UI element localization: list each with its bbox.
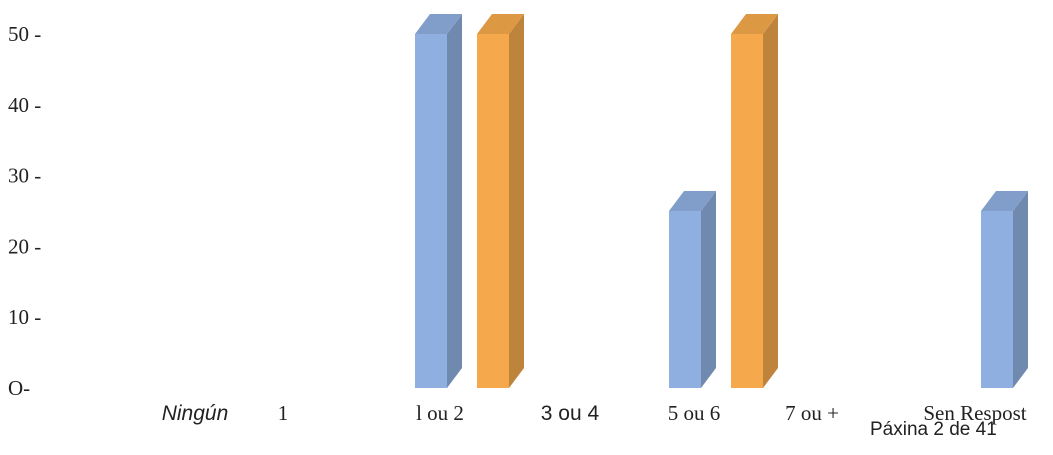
bar [731, 14, 778, 388]
bar [981, 191, 1028, 388]
y-tick-label: 50 - [8, 22, 41, 46]
bars [415, 14, 1028, 388]
x-category-label: l ou 2 [416, 401, 464, 425]
bar [415, 14, 462, 388]
x-category-label: Sen Respost [923, 401, 1026, 425]
x-category-label: 7 ou + [785, 401, 839, 425]
y-tick-label: O- [8, 376, 30, 400]
x-axis-categories: Ningún 1 l ou 2 3 ou 4 5 ou 6 7 ou + Sen Respo… [162, 401, 1027, 425]
y-tick-label: 30 - [8, 164, 41, 188]
x-category-label: 1 [278, 401, 289, 425]
x-category-label: Ningún [162, 402, 229, 425]
y-axis-ticks: O- 10 - 20 - 30 - 40 - 50 - [8, 22, 41, 400]
page-number: Páxina 2 de 41 [870, 419, 997, 440]
x-category-label: 3 ou 4 [541, 402, 600, 425]
y-tick-label: 10 - [8, 305, 41, 329]
y-tick-label: 40 - [8, 93, 41, 117]
y-tick-label: 20 - [8, 234, 41, 258]
bar [477, 14, 524, 388]
bar [669, 191, 716, 388]
x-category-label: 5 ou 6 [668, 401, 721, 425]
